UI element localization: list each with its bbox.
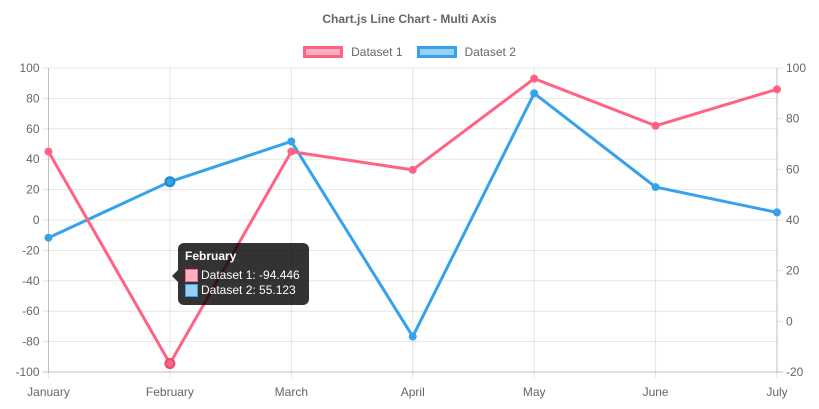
tooltip-swatch-icon <box>185 284 198 297</box>
tooltip-row: Dataset 1: -94.446 <box>185 268 300 283</box>
x-axis-tick-label: April <box>401 385 425 399</box>
y-axis-left-tick-label: 100 <box>19 61 39 75</box>
data-point-dataset-2-june[interactable] <box>651 183 660 192</box>
data-point-dataset-1-february[interactable] <box>164 358 176 370</box>
tooltip-row-text: Dataset 1: -94.446 <box>201 268 300 282</box>
y-axis-left-tick-label: -40 <box>22 274 40 288</box>
y-axis-right-tick-label: 80 <box>786 112 800 126</box>
data-point-dataset-1-june[interactable] <box>651 121 660 130</box>
y-axis-right-tick-label: 60 <box>786 162 800 176</box>
tooltip-row-text: Dataset 2: 55.123 <box>201 283 296 297</box>
tooltip-rows: Dataset 1: -94.446 Dataset 2: 55.123 <box>185 268 300 298</box>
y-axis-left-tick-label: 60 <box>26 122 40 136</box>
x-axis-tick-label: January <box>27 385 70 399</box>
legend-label: Dataset 1 <box>351 45 403 59</box>
data-point-dataset-1-may[interactable] <box>530 74 539 83</box>
x-axis-tick-label: May <box>523 385 546 399</box>
y-axis-right-tick-label: 20 <box>786 264 800 278</box>
tooltip-swatch-icon <box>185 269 198 282</box>
y-axis-left-tick-label: 80 <box>26 91 40 105</box>
y-axis-left-tick-label: -100 <box>15 365 39 379</box>
y-axis-right-tick-label: 40 <box>786 213 800 227</box>
data-point-dataset-2-july[interactable] <box>773 208 781 217</box>
x-axis-tick-label: July <box>766 385 787 399</box>
legend-item-dataset-2[interactable]: Dataset 2 <box>416 45 516 59</box>
data-point-dataset-1-march[interactable] <box>287 147 296 156</box>
x-axis: January February March April May June July <box>27 68 788 399</box>
data-point-dataset-2-february[interactable] <box>164 176 176 188</box>
data-point-dataset-2-march[interactable] <box>287 137 296 146</box>
x-axis-tick-label: June <box>643 385 669 399</box>
data-point-dataset-2-may[interactable] <box>530 89 539 98</box>
legend: Dataset 1 Dataset 2 <box>0 46 819 58</box>
y-axis-left-tick-label: -20 <box>22 243 40 257</box>
y-axis-left-tick-label: 20 <box>26 183 40 197</box>
y-axis-left-tick-label: 40 <box>26 152 40 166</box>
legend-item-dataset-1[interactable]: Dataset 1 <box>303 45 403 59</box>
y-axis-right-tick-label: -20 <box>786 365 804 379</box>
x-axis-tick-label: March <box>275 385 308 399</box>
legend-swatch-icon <box>416 46 457 58</box>
y-axis-right-tick-label: 0 <box>786 314 793 328</box>
y-axis-right-tick-label: 100 <box>786 61 806 75</box>
data-point-dataset-1-january[interactable] <box>44 147 53 156</box>
y-axis-left-tick-label: 0 <box>33 213 40 227</box>
tooltip-caret-icon <box>172 270 178 282</box>
y-axis-right: 100 80 60 40 20 0 -20 <box>777 61 806 379</box>
legend-label: Dataset 2 <box>464 45 516 59</box>
data-point-dataset-2-january[interactable] <box>44 233 53 242</box>
y-axis-left: 100 80 60 40 20 0 -20 -40 -60 -80 -100 <box>15 61 777 379</box>
data-point-dataset-2-april[interactable] <box>408 332 417 341</box>
y-axis-left-tick-label: -60 <box>22 304 40 318</box>
tooltip-title: February <box>185 249 237 263</box>
tooltip-row: Dataset 2: 55.123 <box>185 283 300 298</box>
data-point-dataset-1-july[interactable] <box>773 85 781 94</box>
data-point-dataset-1-april[interactable] <box>408 165 417 174</box>
tooltip: February Dataset 1: -94.446 Dataset 2: 55… <box>172 243 309 305</box>
chart-title: Chart.js Line Chart - Multi Axis <box>322 12 497 26</box>
y-axis-left-tick-label: -80 <box>22 335 40 349</box>
legend-swatch-icon <box>303 46 344 58</box>
x-axis-tick-label: February <box>146 385 194 399</box>
